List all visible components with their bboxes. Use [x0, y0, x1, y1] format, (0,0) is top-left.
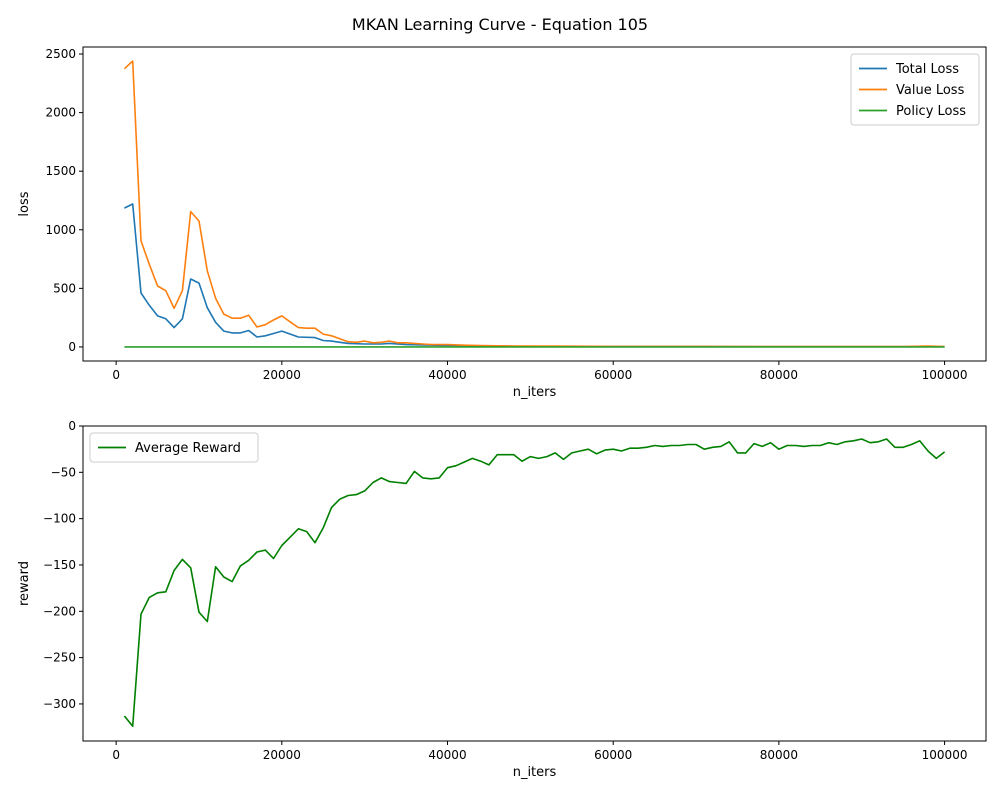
y-tick-label: −300 [43, 697, 76, 711]
y-tick-label: 500 [53, 281, 76, 295]
y-tick-label: 2500 [45, 47, 76, 61]
plot-frame [82, 46, 987, 362]
x-tick-label: 80000 [760, 368, 798, 382]
x-tick-label: 40000 [428, 748, 466, 762]
x-axis-label: n_iters [513, 765, 557, 780]
legend: Total Loss Value Loss Policy Loss [850, 53, 980, 126]
y-tick-label: −250 [43, 651, 76, 665]
x-tick-label: 40000 [428, 368, 466, 382]
legend-label: Average Reward [135, 441, 241, 456]
x-tick-label: 0 [112, 748, 120, 762]
y-tick-label: −100 [43, 512, 76, 526]
figure-title: MKAN Learning Curve - Equation 105 [352, 15, 648, 34]
legend-label: Value Loss [896, 83, 965, 98]
reward-chart: 0 20000 40000 60000 80000 100000 0 −50 −100 −150 −… [17, 419, 987, 780]
x-axis-label: n_iters [513, 385, 557, 400]
y-axis-label: reward [17, 561, 32, 606]
plot-frame [82, 425, 987, 742]
loss-chart: 0 20000 40000 60000 80000 100000 0 500 1000 1500 2… [17, 46, 987, 400]
y-axis-label: loss [17, 191, 32, 216]
x-tick-label: 80000 [760, 748, 798, 762]
legend-box [850, 53, 980, 126]
x-tick-label: 60000 [594, 748, 632, 762]
y-tick-label: 0 [68, 419, 76, 433]
y-tick-label: 1000 [45, 223, 76, 237]
y-tick-label: 1500 [45, 164, 76, 178]
y-tick-label: −150 [43, 558, 76, 572]
x-tick-label: 100000 [922, 368, 968, 382]
legend-label: Total Loss [895, 62, 959, 77]
y-tick-label: 0 [68, 340, 76, 354]
x-tick-label: 20000 [263, 368, 301, 382]
legend-label: Policy Loss [896, 104, 966, 119]
legend-box [89, 432, 259, 463]
y-tick-label: −200 [43, 604, 76, 618]
x-tick-label: 60000 [594, 368, 632, 382]
y-tick-label: −50 [51, 465, 76, 479]
x-tick-label: 100000 [922, 748, 968, 762]
series-line-average-reward [123, 438, 946, 728]
x-tick-label: 0 [112, 368, 120, 382]
x-tick-label: 20000 [263, 748, 301, 762]
y-tick-label: 2000 [45, 106, 76, 120]
legend: Average Reward [89, 432, 259, 463]
